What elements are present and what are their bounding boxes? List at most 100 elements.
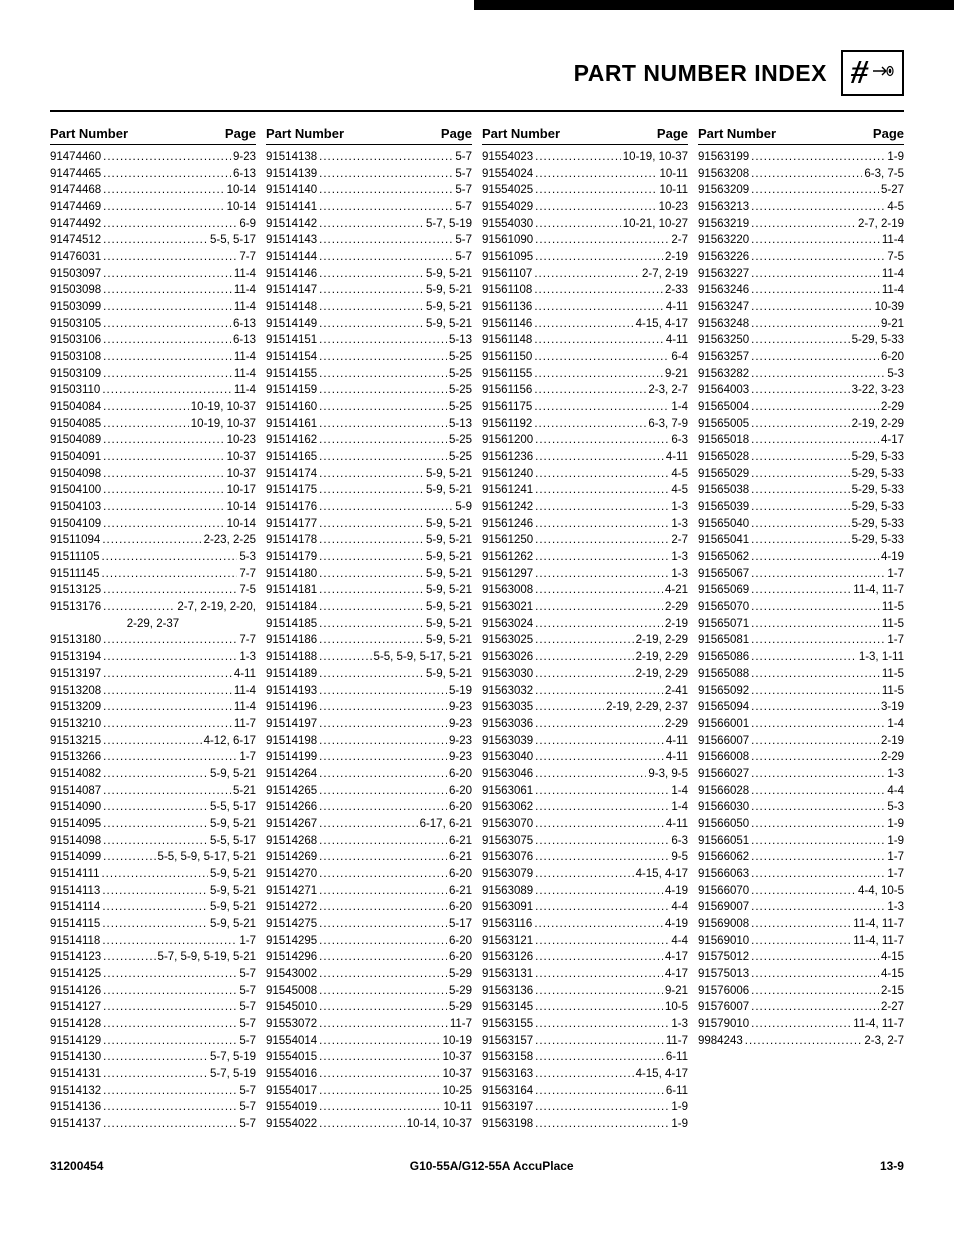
index-entry: 915131807-7	[50, 632, 256, 649]
page-ref: 6-13	[233, 332, 256, 349]
part-number: 91514138	[266, 149, 317, 166]
page-ref: 1-3	[671, 549, 688, 566]
page-ref: 1-3	[887, 899, 904, 916]
part-number: 91563250	[698, 332, 749, 349]
index-entry: 914760317-7	[50, 249, 256, 266]
page-ref: 10-14	[227, 516, 256, 533]
index-entry: 9156900811-4, 11-7	[698, 916, 904, 933]
leader-dots	[319, 549, 424, 566]
leader-dots	[103, 816, 208, 833]
page-ref: 11-7	[666, 1033, 688, 1050]
index-columns: Part Number Page 914744609-23914744656-1…	[50, 126, 904, 1133]
header-part-number: Part Number	[482, 126, 560, 141]
page-ref: 1-7	[887, 566, 904, 583]
leader-dots	[535, 482, 669, 499]
leader-dots	[103, 499, 224, 516]
page-ref: 11-5	[882, 666, 904, 683]
index-entry: 915141775-9, 5-21	[266, 516, 472, 533]
part-number: 91563131	[482, 966, 533, 983]
index-entry: 9155401710-25	[266, 1083, 472, 1100]
leader-dots	[319, 249, 453, 266]
leader-dots	[534, 399, 669, 416]
leader-dots	[751, 749, 879, 766]
index-entry: 914745125-5, 5-17	[50, 232, 256, 249]
page-ref: 2-15	[881, 983, 904, 1000]
index-entry: 915141145-9, 5-21	[50, 899, 256, 916]
part-number: 91579010	[698, 1016, 749, 1033]
leader-dots	[103, 1099, 237, 1116]
index-entry: 915631586-11	[482, 1049, 688, 1066]
index-entry: 9150409810-37	[50, 466, 256, 483]
page-ref: 4-4, 10-5	[858, 883, 904, 900]
index-entry: 915141515-13	[266, 332, 472, 349]
page-ref: 2-3, 2-7	[648, 382, 688, 399]
leader-dots	[751, 349, 879, 366]
page-ref: 5-7	[239, 1116, 256, 1133]
page-ref: 10-37	[227, 449, 256, 466]
page-ref: 10-17	[227, 482, 256, 499]
page-ref: 4-11	[666, 332, 688, 349]
part-number: 91563021	[482, 599, 533, 616]
index-entry: 915650415-29, 5-33	[698, 532, 904, 549]
index-entry: 9156508811-5	[698, 666, 904, 683]
part-number: 91503098	[50, 282, 101, 299]
part-number: 91543002	[266, 966, 317, 983]
part-number: 91514180	[266, 566, 317, 583]
leader-dots	[319, 566, 424, 583]
page-ref: 6-20	[881, 349, 904, 366]
leader-dots	[751, 599, 880, 616]
index-entry: 9156507011-5	[698, 599, 904, 616]
page-ref: 6-20	[449, 866, 472, 883]
part-number: 91565018	[698, 432, 749, 449]
index-entry: 915650395-29, 5-33	[698, 499, 904, 516]
index-entry: 914744656-13	[50, 166, 256, 183]
index-entry: 9156322711-4	[698, 266, 904, 283]
index-entry: 915141385-7	[266, 149, 472, 166]
leader-dots	[319, 316, 424, 333]
index-entry: 915630262-19, 2-29	[482, 649, 688, 666]
leader-dots	[319, 766, 447, 783]
index-entry: 915450085-29	[266, 983, 472, 1000]
leader-dots	[103, 1049, 208, 1066]
leader-dots	[101, 549, 237, 566]
page-ref: 9-5	[671, 849, 688, 866]
part-number: 91563227	[698, 266, 749, 283]
part-number: 91563198	[482, 1116, 533, 1133]
part-number: 91545010	[266, 999, 317, 1016]
part-number: 91514115	[50, 916, 100, 933]
page-ref: 6-20	[449, 899, 472, 916]
leader-dots	[751, 833, 885, 850]
leader-dots	[535, 849, 669, 866]
index-entry: 915650405-29, 5-33	[698, 516, 904, 533]
leader-dots	[319, 1016, 448, 1033]
part-number: 91514137	[50, 1116, 101, 1133]
page-ref: 6-20	[449, 766, 472, 783]
part-number: 91474465	[50, 166, 101, 183]
index-entry: 915640033-22, 3-23	[698, 382, 904, 399]
leader-dots	[751, 733, 879, 750]
page-ref: 6-3	[671, 833, 688, 850]
index-entry: 9156507111-5	[698, 616, 904, 633]
leader-dots	[103, 749, 237, 766]
index-entry: 915650285-29, 5-33	[698, 449, 904, 466]
index-entry: 915611364-11	[482, 299, 688, 316]
index-entry: 915141885-5, 5-9, 5-17, 5-21	[266, 649, 472, 666]
leader-dots	[751, 849, 885, 866]
part-number: 91561155	[482, 366, 532, 383]
leader-dots	[535, 716, 663, 733]
index-entry: 915141655-25	[266, 449, 472, 466]
index-entry: 915141305-7, 5-19	[50, 1049, 256, 1066]
page-ref: 2-19, 2-29	[852, 416, 904, 433]
leader-dots	[751, 249, 885, 266]
index-entry: 915612414-5	[482, 482, 688, 499]
index-entry: 915630704-11	[482, 816, 688, 833]
page-ref: 11-4	[234, 282, 256, 299]
part-number: 91563070	[482, 816, 533, 833]
index-entry: 915111055-3	[50, 549, 256, 566]
page-ref: 1-7	[887, 866, 904, 883]
leader-dots	[751, 449, 849, 466]
part-number: 91563164	[482, 1083, 533, 1100]
index-entry: 915132154-12, 6-17	[50, 733, 256, 750]
index-entry: 9155401410-19	[266, 1033, 472, 1050]
part-number: 91514095	[50, 816, 101, 833]
